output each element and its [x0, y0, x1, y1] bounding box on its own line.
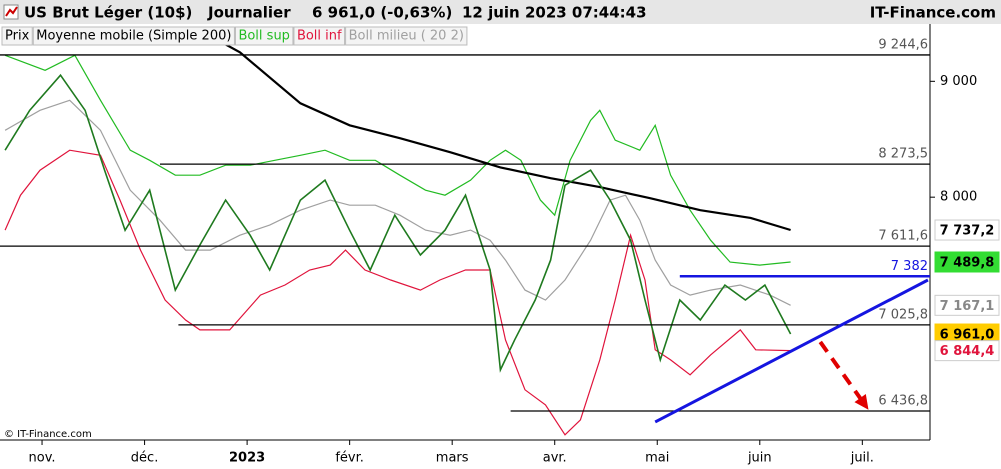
date-time: 12 juin 2023 07:44:43: [462, 4, 647, 22]
level-label: 9 244,6: [878, 37, 928, 52]
x-tick-label: mars: [436, 451, 469, 466]
legend-label: Boll sup: [238, 29, 290, 44]
series-line: [4, 73, 792, 373]
series-line: [4, 54, 791, 266]
period: Journalier: [207, 4, 291, 22]
arrow-head: [854, 394, 869, 410]
value-box-label: 6 961,0: [940, 328, 995, 343]
legend-label: Boll milieu ( 20 2): [349, 29, 464, 44]
legend-box: [32, 26, 235, 46]
x-tick-label: déc.: [131, 451, 159, 466]
legend-label: Boll inf: [297, 29, 342, 44]
legend-label: Prix: [5, 29, 30, 44]
value-box-label: 7 167,1: [940, 299, 995, 314]
header-bar: [0, 0, 1001, 24]
level-label: 6 436,8: [878, 394, 928, 409]
x-tick-label: nov.: [29, 451, 56, 466]
level-label: 8 273,5: [878, 147, 928, 162]
copyright: © IT-Finance.com: [4, 429, 92, 440]
arrow-shaft: [818, 340, 865, 403]
series-line: [4, 149, 791, 436]
value-box: [934, 251, 1000, 273]
legend-box: [1, 26, 33, 46]
plot-area: [4, 29, 792, 436]
x-tick-label: févr.: [335, 451, 364, 466]
x-tick-label: avr.: [543, 451, 567, 466]
level-label: 7 611,6: [878, 229, 928, 244]
legend-label: Moyenne mobile (Simple 200): [36, 29, 231, 44]
x-tick-label: juil.: [850, 451, 874, 466]
title: US Brut Léger (10$): [24, 4, 192, 22]
icon: [5, 6, 18, 17]
source: IT-Finance.com: [870, 4, 996, 22]
legend-box: [293, 26, 346, 46]
y-tick-label: 9 000: [940, 74, 977, 89]
value-box: [934, 340, 1000, 362]
x-tick-label: 2023: [229, 451, 265, 466]
x-tick-label: juin: [747, 451, 772, 466]
value-box-label: 7 737,2: [940, 224, 995, 239]
legend-box: [234, 26, 294, 46]
price-change: 6 961,0 (-0,63%): [312, 4, 452, 22]
series-line: [4, 99, 791, 306]
value-box: [934, 219, 1000, 241]
series-line: [199, 29, 791, 232]
level-label: 7 382: [891, 259, 928, 274]
level-label: 7 025,8: [878, 307, 928, 322]
legend-box: [345, 26, 468, 46]
value-box-label: 7 489,8: [940, 255, 995, 270]
value-box-label: 6 844,4: [940, 344, 995, 359]
trendline: [654, 278, 929, 424]
y-tick-label: 8 000: [940, 190, 977, 205]
x-tick-label: mai: [645, 451, 669, 466]
value-box: [934, 294, 1000, 316]
